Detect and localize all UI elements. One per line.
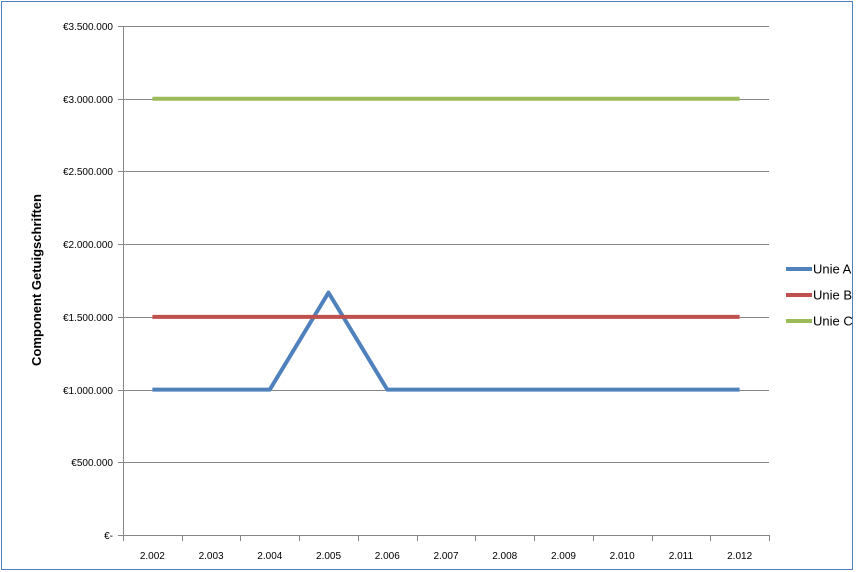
x-tick-label: 2.005 — [316, 551, 341, 562]
legend-label-unie-b: Unie B — [813, 288, 852, 303]
y-tick-label: €2.500.000 — [63, 167, 113, 178]
x-tick-label: 2.012 — [727, 551, 752, 562]
y-tick-label: €- — [104, 531, 113, 542]
y-tick-label: €1.500.000 — [63, 313, 113, 324]
legend-label-unie-a: Unie A — [813, 262, 852, 277]
y-tick-label: €3.500.000 — [63, 22, 113, 33]
x-tick-label: 2.008 — [492, 551, 517, 562]
x-tick-label: 2.009 — [551, 551, 576, 562]
x-tick-label: 2.007 — [433, 551, 458, 562]
y-tick-labels: €- €500.000 €1.000.000 €1.500.000 €2.000.000… — [63, 22, 113, 542]
legend: Unie A Unie B Unie C — [786, 262, 853, 329]
x-tick-label: 2.006 — [375, 551, 400, 562]
y-tick-label: €1.000.000 — [63, 386, 113, 397]
axes — [118, 26, 770, 541]
series-line-unie-a — [152, 290, 740, 392]
y-tick-label: €500.000 — [71, 458, 113, 469]
y-tick-label: €3.000.000 — [63, 95, 113, 106]
legend-label-unie-c: Unie C — [813, 314, 853, 329]
gridlines — [123, 26, 769, 463]
x-tick-label: 2.003 — [199, 551, 224, 562]
x-tick-label: 2.004 — [257, 551, 282, 562]
x-tick-label: 2.011 — [669, 551, 694, 562]
y-tick-label: €2.000.000 — [63, 240, 113, 251]
series-lines — [152, 96, 740, 392]
x-tick-labels: 2.002 2.003 2.004 2.005 2.006 2.007 2.008 2.009… — [140, 551, 753, 562]
x-tick-label: 2.010 — [610, 551, 635, 562]
x-tick-label: 2.002 — [140, 551, 165, 562]
y-axis-title: Component Getuigschriften — [29, 194, 44, 366]
